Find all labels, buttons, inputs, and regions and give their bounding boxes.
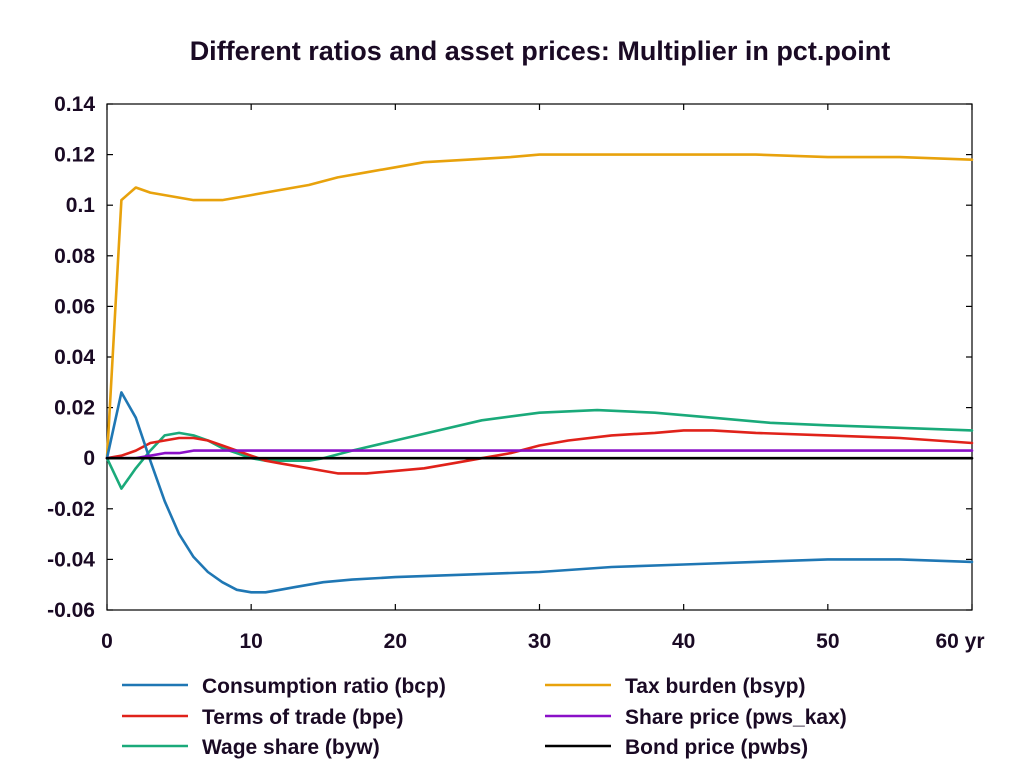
series-line-1 — [105, 429, 974, 475]
y-tick-label: 0.02 — [54, 397, 95, 420]
legend: Consumption ratio (bcp) Terms of trade (b… — [122, 675, 847, 759]
y-tick-label: 0.12 — [54, 144, 95, 167]
axis-ticks — [106, 103, 973, 611]
x-tick-label: 20 — [384, 630, 407, 653]
y-tick-label: 0.06 — [54, 295, 95, 318]
chart-title: Different ratios and asset prices: Multi… — [190, 36, 891, 66]
x-tick-label: 40 — [672, 630, 695, 653]
legend-label: Share price (pws_kax) — [625, 706, 847, 729]
series-line-2 — [105, 408, 974, 490]
x-tick-label: 30 — [528, 630, 551, 653]
legend-label: Consumption ratio (bcp) — [202, 675, 446, 698]
x-tick-label: 10 — [239, 630, 262, 653]
x-tick-label: 0 — [101, 630, 113, 653]
y-tick-label: -0.04 — [47, 548, 95, 571]
plot-area-frame — [106, 103, 973, 611]
y-tick-label: 0.04 — [54, 346, 95, 369]
series-line-3 — [105, 153, 974, 460]
y-tick-label: -0.02 — [47, 498, 95, 521]
legend-label: Tax burden (bsyp) — [625, 675, 805, 698]
y-tick-label: -0.06 — [47, 599, 95, 622]
y-tick-label: 0.14 — [54, 93, 95, 116]
series-line-0 — [105, 391, 974, 594]
axis-tick-labels: -0.06 -0.04 -0.02 0 0.02 0.04 0.06 0.08 0.1 0.12 0… — [47, 93, 984, 653]
y-tick-label: 0.1 — [66, 194, 96, 217]
y-tick-label: 0 — [83, 447, 95, 470]
series-lines — [105, 153, 974, 594]
y-tick-label: 0.08 — [54, 245, 95, 268]
legend-label: Bond price (pwbs) — [625, 736, 808, 759]
legend-label: Terms of trade (bpe) — [202, 706, 403, 729]
x-tick-label: 50 — [816, 630, 839, 653]
legend-label: Wage share (byw) — [202, 736, 380, 759]
x-tick-label: 60 yr — [935, 630, 984, 653]
